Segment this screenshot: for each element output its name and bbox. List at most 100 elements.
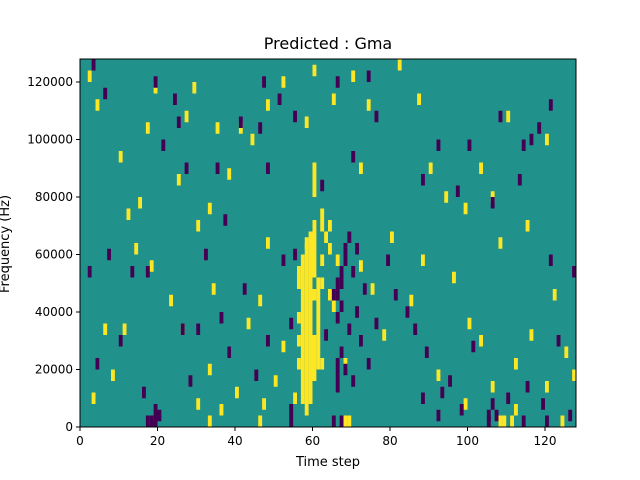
heatmap-cell-low — [351, 375, 356, 387]
heatmap-cell-low — [339, 266, 344, 278]
heatmap-cell-high — [316, 335, 321, 347]
heatmap-cell-low — [471, 340, 476, 353]
heatmap-cell-low — [103, 87, 108, 100]
heatmap-cell-high — [304, 116, 309, 128]
heatmap-cell-low — [87, 266, 92, 278]
heatmap-cell-low — [339, 415, 344, 427]
heatmap-cell-high — [343, 415, 348, 427]
heatmap-cell-high — [506, 110, 511, 123]
heatmap-cell-low — [130, 266, 135, 278]
heatmap-cell-high — [328, 289, 332, 301]
heatmap-cell-low — [289, 404, 294, 416]
heatmap-cell-low — [238, 116, 243, 128]
heatmap-cell-high — [308, 277, 313, 289]
heatmap-cell-high — [417, 93, 421, 105]
heatmap-cell-high — [331, 93, 336, 105]
heatmap-cell-high — [176, 174, 181, 186]
heatmap-cell-low — [517, 174, 522, 186]
heatmap-cell-high — [444, 191, 449, 203]
chart-title: Predicted : Gma — [264, 34, 392, 53]
heatmap-cell-high — [312, 254, 317, 266]
heatmap-cell-high — [397, 59, 402, 71]
heatmap-cell-low — [153, 76, 158, 88]
heatmap-cell-high — [111, 369, 115, 381]
heatmap-cell-high — [324, 231, 328, 243]
heatmap-cell-low — [335, 381, 340, 393]
heatmap-cell-high — [308, 323, 313, 335]
heatmap-cell-low — [440, 386, 445, 399]
heatmap-cell-high — [304, 392, 309, 404]
heatmap-cell-high — [308, 358, 313, 370]
heatmap-cell-low — [281, 254, 286, 266]
heatmap-cell-low — [545, 415, 549, 427]
heatmap-cell-low — [91, 59, 96, 71]
heatmap-cell-low — [455, 185, 460, 197]
heatmap-cell-low — [405, 306, 410, 318]
heatmap-cell-low — [490, 398, 495, 410]
heatmap-cell-low — [145, 415, 150, 427]
heatmap-cell-low — [289, 415, 294, 427]
heatmap-cell-low — [347, 231, 352, 243]
heatmap-cell-high — [219, 404, 224, 416]
heatmap-cell-high — [316, 323, 321, 335]
heatmap-cell-high — [297, 266, 301, 278]
heatmap-cell-high — [297, 335, 301, 347]
heatmap-cell-high — [103, 323, 108, 335]
heatmap-cell-high — [297, 358, 301, 370]
heatmap-cell-high — [304, 323, 309, 335]
heatmap-cell-low — [161, 139, 166, 151]
heatmap-cell-high — [351, 70, 356, 82]
heatmap-cell-high — [95, 99, 100, 111]
heatmap-cell-low — [343, 363, 348, 376]
heatmap-cell-high — [300, 254, 305, 266]
heatmap-cell-low — [107, 248, 111, 261]
heatmap-cell-high — [479, 335, 483, 347]
heatmap-cell-low — [572, 266, 576, 278]
heatmap-cell-high — [312, 64, 317, 77]
heatmap-cell-high — [207, 415, 212, 427]
heatmap-cell-high — [246, 317, 251, 330]
heatmap-cell-high — [300, 277, 305, 289]
heatmap-cell-low — [351, 266, 356, 278]
heatmap-cell-low — [254, 369, 259, 381]
heatmap-cell-low — [448, 375, 452, 387]
heatmap-cell-high — [87, 70, 92, 82]
heatmap-cell-low — [335, 369, 340, 381]
heatmap-cell-high — [316, 346, 321, 358]
heatmap-cell-high — [308, 231, 313, 243]
heatmap-cell-low — [490, 197, 495, 209]
heatmap-cell-high — [390, 231, 394, 243]
heatmap-cell-low — [529, 133, 534, 146]
heatmap-cell-high — [300, 381, 305, 393]
heatmap-cell-low — [521, 139, 526, 151]
y-tick-label: 80000 — [35, 190, 73, 204]
plot-frame — [79, 58, 577, 428]
heatmap-cell-high — [304, 289, 309, 301]
heatmap-cell-high — [266, 237, 270, 249]
heatmap-cell-high — [300, 335, 305, 347]
heatmap-cell-high — [184, 110, 189, 123]
x-tick-label: 120 — [534, 434, 557, 448]
heatmap-cell-high — [207, 202, 212, 215]
heatmap-cell-low — [204, 248, 208, 261]
x-axis: 0 20 40 60 80 100 120 — [76, 427, 556, 448]
heatmap-cell-high — [300, 323, 305, 335]
heatmap-cell-low — [548, 99, 553, 111]
heatmap-cell-low — [494, 409, 499, 422]
heatmap-cell-high — [308, 312, 313, 324]
heatmap-cell-high — [463, 202, 468, 215]
heatmap-cell-low — [556, 335, 561, 347]
heatmap-cell-high — [328, 243, 332, 255]
heatmap-cell-high — [304, 312, 309, 324]
heatmap-cell-low — [424, 346, 429, 358]
heatmap-cell-high — [91, 392, 96, 404]
heatmap-cell-low — [421, 174, 425, 186]
heatmap-cell-high — [300, 358, 305, 370]
x-tick-label: 40 — [227, 434, 242, 448]
heatmap-cell-low — [242, 283, 247, 295]
heatmap-cell-low — [320, 179, 325, 192]
heatmap-cell-high — [258, 415, 263, 427]
heatmap-cell-low — [467, 139, 472, 151]
heatmap-cell-high — [320, 358, 325, 370]
heatmap-cell-high — [463, 398, 468, 410]
